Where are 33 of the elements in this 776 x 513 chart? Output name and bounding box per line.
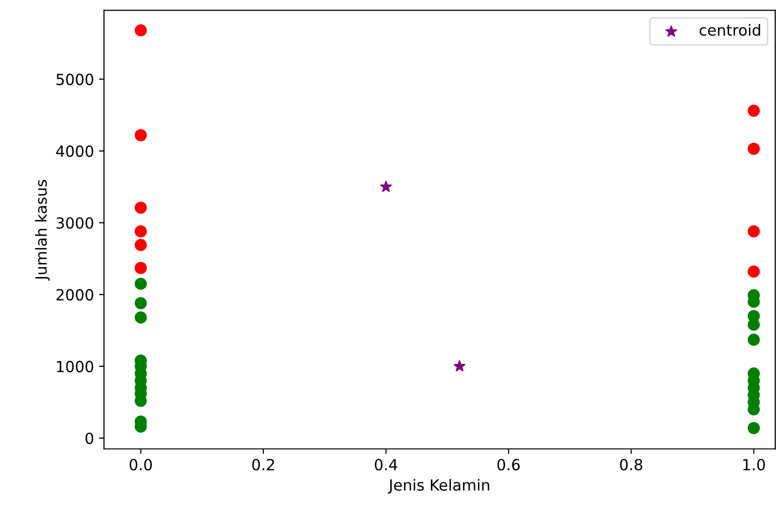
point xyxy=(380,180,392,192)
point xyxy=(134,262,147,274)
point xyxy=(134,24,147,36)
point xyxy=(748,265,760,278)
point xyxy=(134,129,147,142)
x-tick-label: 0.4 xyxy=(374,458,398,470)
point xyxy=(134,297,147,310)
y-tick-label: 1000 xyxy=(57,360,94,372)
point xyxy=(134,225,147,238)
point xyxy=(454,360,466,372)
x-tick-label: 0.0 xyxy=(130,458,152,470)
point xyxy=(134,202,147,214)
y-tick-label: 3000 xyxy=(56,217,94,229)
point xyxy=(134,238,147,252)
y-tick-label: 5000 xyxy=(56,74,94,86)
x-tick-label: 0.8 xyxy=(620,458,642,470)
y-tick-label: 2000 xyxy=(56,289,94,301)
point xyxy=(748,225,760,238)
point xyxy=(748,422,760,434)
y-axis-title: Jumlah kasus xyxy=(35,180,50,281)
x-axis-title: Jenis Kelamin xyxy=(388,478,490,494)
point xyxy=(748,104,760,117)
legend-label: centroid xyxy=(700,24,760,36)
point xyxy=(748,318,760,331)
point xyxy=(748,142,760,155)
x-tick-label: 1.0 xyxy=(743,458,765,470)
x-tick-label: 0.6 xyxy=(497,458,520,470)
x-tick-label: 0.2 xyxy=(252,458,274,470)
point xyxy=(134,311,147,324)
y-tick-label: 4000 xyxy=(56,145,94,157)
point xyxy=(748,334,760,346)
y-tick-label: 0 xyxy=(86,432,94,444)
point xyxy=(134,278,147,290)
